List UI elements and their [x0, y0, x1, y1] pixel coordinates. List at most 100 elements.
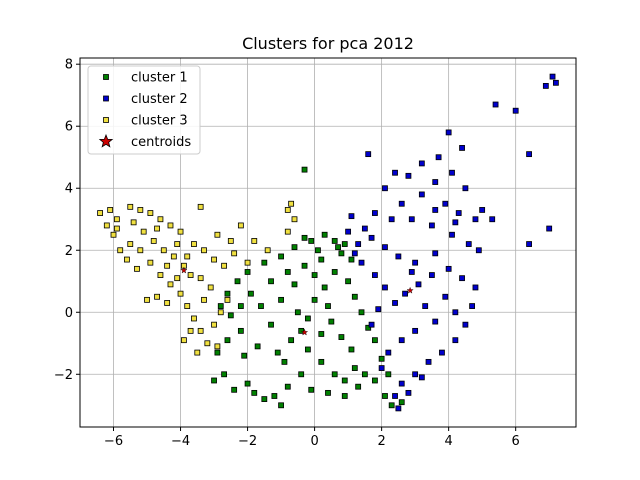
cluster-1-point: [284, 269, 291, 275]
cluster-3-point: [237, 222, 244, 229]
cluster-1-point: [301, 262, 308, 269]
cluster-3-point: [177, 228, 184, 235]
cluster-2-point: [449, 169, 455, 176]
cluster-2-point: [418, 191, 425, 198]
cluster-1-point: [372, 337, 378, 344]
cluster-1-point: [284, 383, 291, 390]
cluster-1-point: [398, 399, 405, 406]
cluster-1-point: [372, 377, 378, 384]
legend-marker: [103, 117, 109, 123]
cluster-2-point: [465, 241, 472, 247]
cluster-2-point: [472, 284, 479, 291]
cluster-3-point: [134, 265, 140, 272]
cluster-2-point: [432, 207, 439, 213]
cluster-1-point: [291, 281, 298, 288]
cluster-2-point: [452, 309, 459, 316]
legend-box: [87, 65, 201, 155]
cluster-2-point: [382, 284, 388, 291]
cluster-3-point: [124, 256, 130, 263]
x-tick-label: −4: [171, 434, 190, 449]
cluster-2-point: [392, 169, 398, 176]
cluster-3-point: [147, 210, 154, 216]
cluster-3-point: [191, 315, 197, 322]
cluster-3-point: [214, 231, 221, 238]
cluster-1-point: [281, 358, 288, 365]
cluster-3-point: [284, 228, 291, 235]
cluster-3-point: [157, 216, 164, 223]
cluster-3-point: [107, 207, 114, 213]
legend: cluster 1 cluster 2 cluster 3 centroids: [87, 65, 201, 155]
cluster-3-point: [150, 238, 157, 244]
cluster-1-point: [358, 309, 365, 316]
cluster-2-point: [402, 290, 408, 297]
cluster-2-point: [449, 231, 455, 238]
cluster-3-point: [177, 290, 184, 297]
cluster-1-point: [251, 389, 258, 396]
cluster-1-point: [224, 337, 231, 344]
cluster-2-point: [395, 405, 402, 412]
cluster-3-point: [184, 303, 191, 309]
cluster-3-point: [264, 247, 271, 254]
cluster-2-point: [462, 185, 469, 192]
cluster-1-point: [365, 324, 372, 331]
legend-label: cluster 1: [131, 71, 188, 86]
cluster-2-point: [445, 265, 452, 272]
cluster-3-point: [164, 262, 171, 269]
cluster-3-point: [204, 340, 211, 347]
y-tick-label: 0: [65, 306, 73, 321]
cluster-3-point: [184, 253, 191, 260]
cluster-1-point: [335, 244, 341, 251]
cluster-3-point: [201, 296, 207, 303]
cluster-2-point: [355, 241, 362, 247]
cluster-1-point: [355, 383, 362, 390]
cluster-2-point: [398, 337, 405, 344]
cluster-3-point: [103, 222, 110, 229]
cluster-1-point: [318, 256, 325, 263]
cluster-1-point: [227, 312, 234, 319]
y-tick-label: 6: [65, 120, 73, 135]
cluster-2-point: [492, 101, 499, 108]
cluster-3-point: [170, 253, 177, 260]
cluster-3-point: [194, 349, 201, 356]
centroid-markers: [180, 266, 414, 336]
cluster-2-point: [415, 281, 422, 288]
cluster-1-point: [254, 343, 261, 350]
cluster-1-point: [298, 327, 305, 334]
y-tick-label: 2: [65, 244, 73, 259]
cluster-2-point: [526, 241, 532, 247]
cluster-2-point: [351, 250, 358, 257]
cluster-1-point: [318, 331, 325, 337]
cluster-1-point: [271, 393, 278, 399]
cluster-3-point: [191, 241, 197, 247]
cluster-1-point: [338, 250, 345, 257]
cluster-1-point: [385, 371, 392, 378]
grid: [80, 58, 576, 427]
cluster-1-point: [321, 231, 328, 238]
cluster-2-point: [398, 380, 405, 387]
cluster-2-point: [408, 216, 415, 223]
cluster-1-point: [268, 278, 274, 285]
cluster-1-point: [351, 365, 358, 371]
cluster-1-point: [331, 269, 338, 275]
cluster-3-point: [224, 296, 231, 303]
cluster-2-point: [418, 160, 425, 167]
cluster-2-point: [549, 73, 556, 80]
legend-marker: [103, 74, 109, 80]
cluster-2-point: [372, 272, 378, 278]
cluster-3-point: [127, 241, 134, 247]
cluster-1-point: [341, 393, 348, 399]
axes: −6 −4 −2 0 2 4 6 −2 0 2 4 6 8: [54, 58, 520, 449]
cluster-2-point: [385, 349, 392, 356]
cluster-2-point: [452, 219, 459, 226]
x-tick-label: 0: [310, 434, 318, 449]
cluster-2-point: [382, 244, 388, 251]
cluster-1-point: [248, 290, 254, 297]
cluster-1-point: [261, 259, 268, 266]
cluster-1-point: [244, 380, 251, 387]
cluster-2-point: [432, 318, 439, 325]
cluster-3-point: [157, 272, 164, 278]
cluster-2-point: [375, 306, 382, 313]
cluster-1-point: [211, 377, 217, 384]
cluster-3-point: [211, 321, 217, 328]
